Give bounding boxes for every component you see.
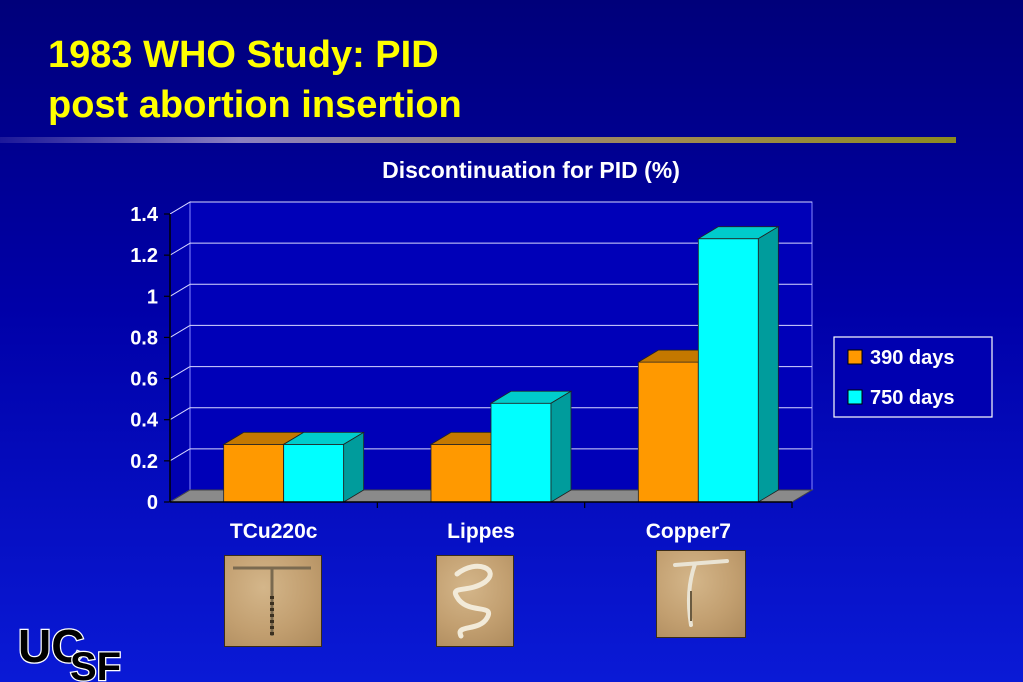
legend-swatch bbox=[847, 389, 863, 405]
copper7-device-photo bbox=[656, 550, 746, 638]
y-tick-label: 1.2 bbox=[130, 245, 158, 267]
gridline-diagonal bbox=[169, 324, 191, 338]
bar-front bbox=[490, 402, 552, 503]
ucsf-logo: UC SF bbox=[17, 620, 123, 682]
bar-front bbox=[637, 361, 699, 503]
svg-text:UC: UC bbox=[18, 620, 84, 672]
y-tick-label: 0.8 bbox=[130, 327, 158, 349]
gridline-diagonal bbox=[169, 201, 191, 215]
chart-legend: 390 days 750 days bbox=[833, 336, 993, 418]
gridline-diagonal bbox=[169, 448, 191, 462]
gridline-diagonal bbox=[169, 366, 191, 380]
bar-front bbox=[223, 443, 285, 503]
x-tick-label: TCu220c bbox=[230, 520, 318, 543]
title-divider bbox=[0, 137, 956, 143]
svg-text:SF: SF bbox=[70, 645, 121, 682]
bar bbox=[489, 390, 573, 503]
y-tick-label: 0.2 bbox=[130, 451, 158, 473]
bar-side bbox=[343, 431, 365, 503]
t-shaped-iud-icon bbox=[233, 566, 311, 636]
x-tick-label: Lippes bbox=[447, 520, 515, 543]
chart-bars bbox=[222, 225, 780, 503]
chart-axes: 0 0.2 0.4 0.6 0.8 1 1.2 1.4 TCu220c Lippes Copper7 bbox=[130, 204, 793, 543]
bar-front bbox=[697, 238, 759, 503]
chart-title: Discontinuation for PID (%) bbox=[382, 157, 680, 183]
title-line-1: 1983 WHO Study: PID bbox=[48, 34, 439, 76]
bar-side bbox=[550, 390, 572, 503]
y-tick-label: 1 bbox=[147, 286, 158, 308]
bar bbox=[696, 225, 780, 503]
legend-swatch bbox=[847, 349, 863, 365]
y-tick-label: 1.4 bbox=[130, 204, 159, 226]
copper7-device-icon bbox=[673, 559, 729, 627]
y-tick-label: 0.4 bbox=[130, 410, 159, 432]
title-line-2: post abortion insertion bbox=[48, 84, 462, 126]
bar-front bbox=[430, 443, 492, 503]
tcu220c-device-photo bbox=[224, 555, 322, 647]
lippes-loop-photo bbox=[436, 555, 514, 647]
chart-side-wall bbox=[169, 201, 191, 503]
y-tick-label: 0.6 bbox=[130, 369, 158, 391]
lippes-loop-icon bbox=[452, 563, 493, 639]
legend-label: 750 days bbox=[870, 387, 955, 409]
y-tick-label: 0 bbox=[147, 492, 158, 514]
bar-side bbox=[757, 225, 779, 503]
gridline-diagonal bbox=[169, 242, 191, 256]
gridline-diagonal bbox=[169, 283, 191, 297]
bar bbox=[282, 431, 366, 503]
slide-title: 1983 WHO Study: PID post abortion insert… bbox=[48, 30, 462, 130]
bar-front bbox=[283, 443, 345, 503]
gridline-diagonal bbox=[169, 407, 191, 421]
legend-label: 390 days bbox=[870, 347, 955, 369]
x-tick-label: Copper7 bbox=[646, 520, 731, 543]
